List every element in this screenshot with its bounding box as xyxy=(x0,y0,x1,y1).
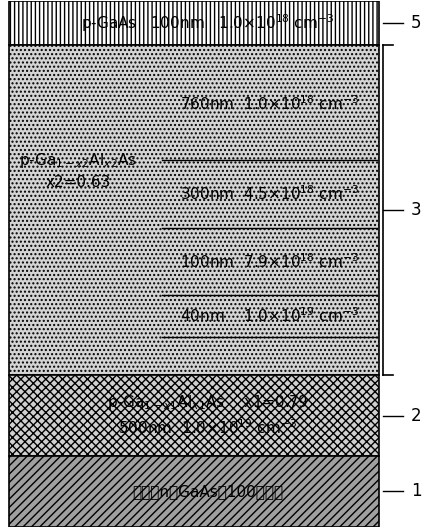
Text: p-GaAs   100nm   1.0×10$^{18}$ cm$^{-3}$: p-GaAs 100nm 1.0×10$^{18}$ cm$^{-3}$ xyxy=(81,12,334,34)
Text: p-Ga$_{1-x2}$Al$_{x2}$As
x2=0.63: p-Ga$_{1-x2}$Al$_{x2}$As x2=0.63 xyxy=(19,151,137,190)
Text: 3: 3 xyxy=(411,201,422,219)
Text: 100nm  7.9×10$^{18}$ cm$^{-3}$: 100nm 7.9×10$^{18}$ cm$^{-3}$ xyxy=(180,252,359,271)
Text: 2: 2 xyxy=(411,407,422,425)
Text: 40nm    1.0×10$^{19}$ cm$^{-3}$: 40nm 1.0×10$^{19}$ cm$^{-3}$ xyxy=(180,306,359,325)
Text: 5: 5 xyxy=(411,14,422,32)
Text: 300nm  4.5×10$^{18}$ cm$^{-3}$: 300nm 4.5×10$^{18}$ cm$^{-3}$ xyxy=(180,185,359,203)
Bar xyxy=(10,456,379,527)
Text: 1: 1 xyxy=(411,483,422,501)
Bar xyxy=(10,1,379,45)
Bar xyxy=(10,374,379,456)
Text: p-Ga$_{1-x1}$Al$_{x1}$As    x1=0.79
500nm  1.0×10$^{19}$ cm$^{-3}$: p-Ga$_{1-x1}$Al$_{x1}$As x1=0.79 500nm 1… xyxy=(107,393,308,437)
Bar xyxy=(10,45,379,374)
Text: 760nm  1.0×10$^{18}$ cm$^{-3}$: 760nm 1.0×10$^{18}$ cm$^{-3}$ xyxy=(180,94,359,113)
Text: 高质量n型GaAs（100）衬底: 高质量n型GaAs（100）衬底 xyxy=(132,484,283,499)
